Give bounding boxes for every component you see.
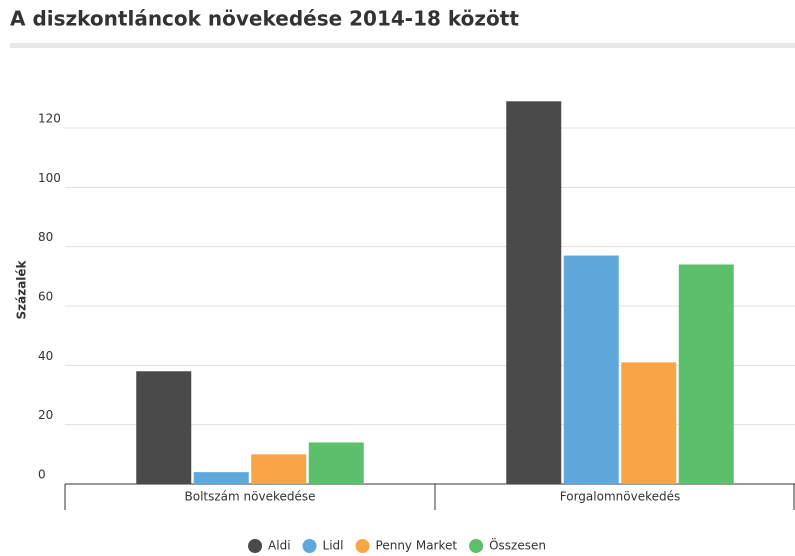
x-tick-label: Forgalomnövekedés: [560, 490, 680, 504]
bar: [251, 454, 307, 484]
y-tick-label: 20: [38, 408, 53, 422]
x-tick-label: Boltszám növekedése: [185, 490, 316, 504]
legend-marker: [248, 539, 263, 553]
legend-label: Lidl: [323, 539, 344, 553]
bar: [563, 255, 619, 484]
legend-marker: [355, 539, 370, 553]
legend-marker: [302, 539, 317, 553]
bar: [136, 371, 192, 484]
bar: [193, 472, 249, 484]
legend-label: Penny Market: [376, 539, 458, 553]
legend-label: Összesen: [489, 537, 546, 553]
y-tick-label: 60: [38, 290, 53, 304]
bar: [308, 442, 364, 484]
bar: [678, 264, 734, 484]
y-tick-label: 40: [38, 349, 53, 363]
y-tick-label: 100: [38, 171, 61, 185]
y-axis-label: Százalék: [15, 259, 29, 319]
chart-title: A diszkontláncok növekedése 2014-18 közö…: [10, 7, 519, 31]
y-tick-label: 80: [38, 230, 53, 244]
y-tick-label: 0: [38, 468, 46, 482]
y-tick-label: 120: [38, 112, 61, 126]
bar: [621, 362, 677, 484]
bar: [506, 101, 562, 485]
legend-label: Aldi: [268, 539, 291, 553]
title-underline: [10, 43, 795, 48]
legend-marker: [469, 539, 484, 553]
